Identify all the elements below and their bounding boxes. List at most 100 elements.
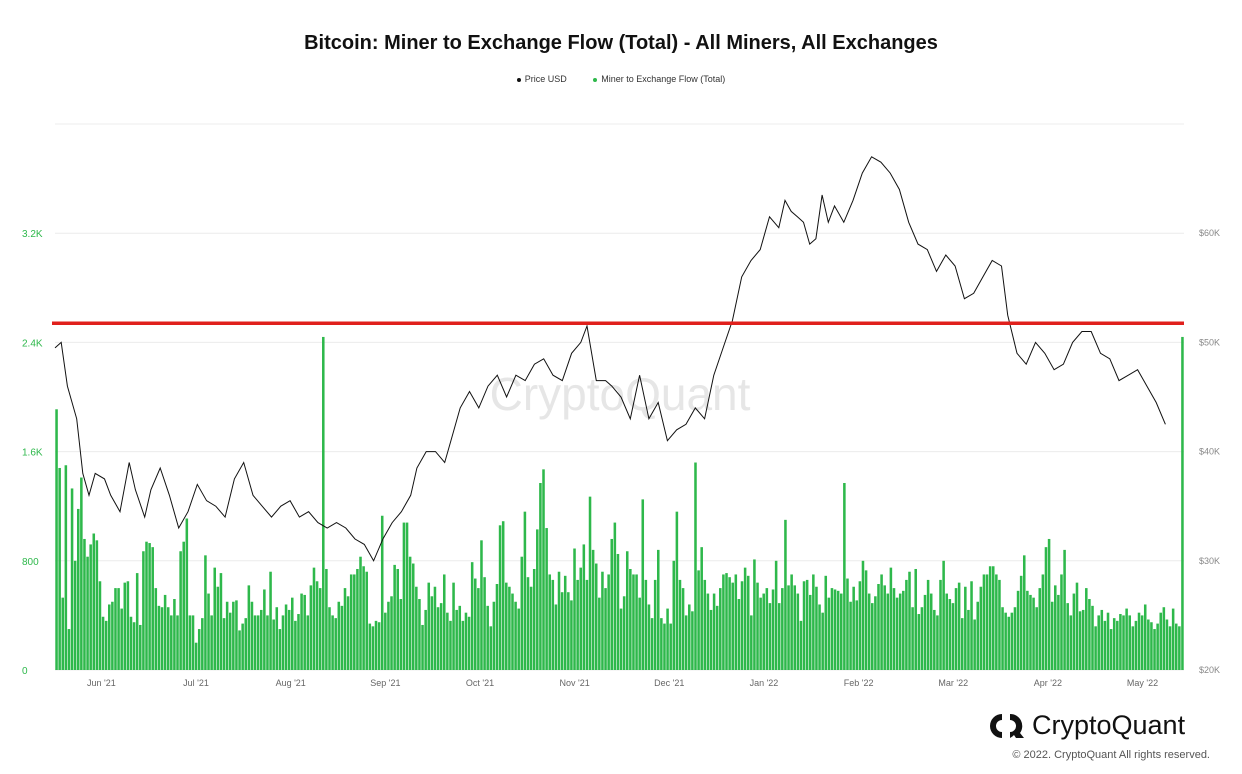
- flow-bar[interactable]: [194, 642, 198, 670]
- flow-bar[interactable]: [464, 612, 468, 670]
- flow-bar[interactable]: [511, 593, 514, 670]
- flow-bar[interactable]: [523, 511, 527, 670]
- flow-bar[interactable]: [765, 588, 769, 670]
- flow-bar[interactable]: [632, 574, 635, 670]
- flow-bar[interactable]: [70, 488, 74, 670]
- flow-bar[interactable]: [508, 586, 511, 670]
- flow-bar[interactable]: [474, 578, 477, 670]
- flow-bar[interactable]: [911, 607, 914, 670]
- legend-item-flow[interactable]: Miner to Exchange Flow (Total): [593, 74, 725, 84]
- flow-bar[interactable]: [1038, 588, 1042, 670]
- flow-bar[interactable]: [877, 584, 880, 670]
- flow-bar[interactable]: [58, 467, 61, 670]
- flow-bar[interactable]: [1044, 547, 1048, 670]
- flow-bar[interactable]: [163, 594, 167, 670]
- flow-bar[interactable]: [805, 579, 809, 670]
- flow-bar[interactable]: [399, 599, 403, 670]
- flow-bar[interactable]: [173, 599, 176, 670]
- flow-bar[interactable]: [197, 629, 201, 670]
- flow-bar[interactable]: [1088, 599, 1091, 670]
- flow-bar[interactable]: [604, 588, 607, 670]
- flow-bar[interactable]: [263, 589, 266, 670]
- flow-bar[interactable]: [253, 615, 257, 670]
- flow-bar[interactable]: [867, 593, 871, 670]
- flow-bar[interactable]: [1156, 623, 1159, 670]
- flow-bar[interactable]: [306, 615, 310, 670]
- flow-bar[interactable]: [160, 607, 164, 670]
- flow-bar[interactable]: [374, 620, 378, 670]
- flow-bar[interactable]: [756, 582, 759, 670]
- flow-bar[interactable]: [883, 585, 886, 670]
- flow-bar[interactable]: [663, 623, 666, 670]
- flow-bar[interactable]: [517, 608, 520, 670]
- flow-bar[interactable]: [241, 623, 244, 670]
- flow-bar[interactable]: [359, 556, 362, 670]
- flow-bar[interactable]: [669, 623, 672, 670]
- flow-bar[interactable]: [201, 618, 204, 670]
- flow-bar[interactable]: [207, 593, 210, 670]
- flow-bar[interactable]: [1165, 619, 1169, 671]
- flow-bar[interactable]: [1057, 594, 1060, 670]
- flow-bar[interactable]: [1181, 336, 1184, 670]
- flow-bar[interactable]: [232, 601, 235, 670]
- flow-bar[interactable]: [1019, 575, 1023, 670]
- flow-bar[interactable]: [408, 556, 412, 670]
- flow-bar[interactable]: [424, 609, 427, 670]
- flow-bar[interactable]: [936, 615, 939, 670]
- flow-bar[interactable]: [269, 571, 272, 670]
- flow-bar[interactable]: [774, 560, 778, 670]
- flow-bar[interactable]: [244, 618, 248, 670]
- flow-bar[interactable]: [843, 483, 846, 670]
- flow-bar[interactable]: [210, 615, 213, 670]
- flow-bar[interactable]: [477, 588, 480, 670]
- flow-bar[interactable]: [1159, 612, 1163, 670]
- flow-bar[interactable]: [771, 589, 775, 670]
- flow-bar[interactable]: [405, 522, 409, 670]
- flow-bar[interactable]: [746, 575, 750, 670]
- flow-bar[interactable]: [1072, 593, 1076, 670]
- flow-bar[interactable]: [1100, 609, 1104, 670]
- flow-bar[interactable]: [309, 585, 313, 670]
- flow-bar[interactable]: [101, 616, 105, 670]
- flow-bar[interactable]: [204, 555, 207, 670]
- flow-bar[interactable]: [526, 577, 530, 670]
- flow-bar[interactable]: [1162, 607, 1166, 670]
- flow-bar[interactable]: [895, 597, 899, 670]
- flow-bar[interactable]: [80, 477, 83, 670]
- flow-bar[interactable]: [548, 574, 551, 670]
- flow-bar[interactable]: [781, 588, 784, 670]
- flow-bar[interactable]: [948, 599, 952, 670]
- flow-bar[interactable]: [387, 601, 390, 670]
- flow-bar[interactable]: [111, 601, 114, 670]
- flow-bar[interactable]: [337, 601, 341, 670]
- flow-bar[interactable]: [275, 607, 279, 670]
- flow-bar[interactable]: [759, 597, 762, 670]
- flow-bar[interactable]: [588, 496, 592, 670]
- flow-bar[interactable]: [657, 549, 660, 670]
- flow-bar[interactable]: [542, 469, 545, 670]
- flow-bar[interactable]: [1153, 629, 1156, 670]
- flow-bar[interactable]: [647, 604, 651, 670]
- flow-bar[interactable]: [529, 586, 533, 670]
- flow-bar[interactable]: [861, 560, 865, 670]
- flow-bar[interactable]: [446, 612, 449, 670]
- flow-bar[interactable]: [235, 600, 238, 670]
- flow-bar[interactable]: [681, 588, 685, 670]
- legend-item-price[interactable]: Price USD: [516, 74, 567, 84]
- flow-bar[interactable]: [139, 624, 142, 670]
- flow-bar[interactable]: [908, 571, 911, 670]
- flow-bar[interactable]: [579, 567, 582, 671]
- flow-bar[interactable]: [129, 616, 133, 670]
- flow-bar[interactable]: [55, 409, 58, 670]
- flow-bar[interactable]: [461, 620, 465, 670]
- flow-bar[interactable]: [1004, 612, 1007, 670]
- flow-bar[interactable]: [166, 607, 170, 670]
- flow-bar[interactable]: [917, 614, 921, 670]
- flow-bar[interactable]: [954, 588, 958, 670]
- flow-bar[interactable]: [536, 529, 539, 670]
- flow-bar[interactable]: [1022, 555, 1026, 670]
- flow-bar[interactable]: [557, 571, 561, 670]
- flow-bar[interactable]: [259, 609, 263, 670]
- flow-bar[interactable]: [808, 594, 812, 670]
- flow-bar[interactable]: [988, 566, 992, 670]
